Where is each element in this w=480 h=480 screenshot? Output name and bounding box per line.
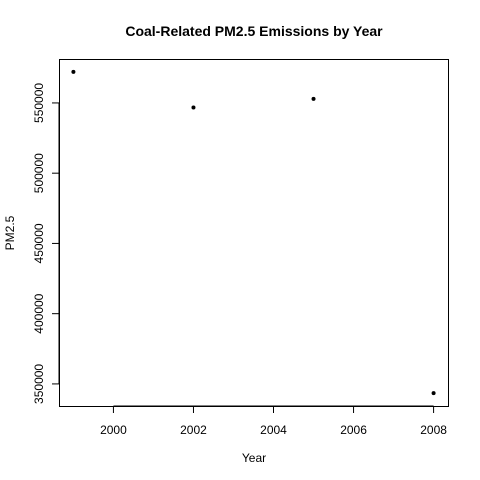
data-points: [71, 69, 436, 396]
y-tick-label: 450000: [32, 223, 46, 263]
x-tick-label: 2002: [180, 423, 207, 437]
x-axis-label: Year: [242, 451, 266, 465]
y-tick-label: 350000: [32, 364, 46, 404]
x-tick-label: 2008: [420, 423, 447, 437]
data-point: [71, 69, 76, 74]
data-point: [191, 105, 196, 110]
x-tick-label: 2004: [260, 423, 287, 437]
y-axis-ticks: 350000 400000 450000 500000 550000: [32, 83, 59, 404]
y-tick-label: 550000: [32, 83, 46, 123]
data-point: [311, 96, 316, 101]
y-tick-label: 500000: [32, 153, 46, 193]
y-axis-label: PM2.5: [3, 215, 17, 250]
data-point: [431, 391, 436, 396]
x-tick-label: 2006: [340, 423, 367, 437]
x-axis-ticks: 2000 2002 2004 2006 2008: [100, 406, 447, 437]
x-tick-label: 2000: [100, 423, 127, 437]
y-tick-label: 400000: [32, 293, 46, 333]
chart-title: Coal-Related PM2.5 Emissions by Year: [125, 23, 383, 39]
